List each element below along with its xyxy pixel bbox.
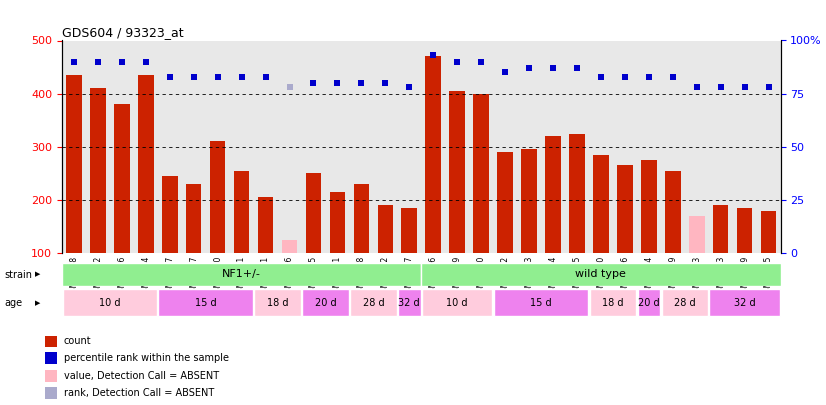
- Text: 15 d: 15 d: [195, 298, 216, 308]
- Bar: [330, 192, 345, 253]
- Bar: [138, 75, 154, 253]
- Bar: [737, 208, 752, 253]
- Bar: [425, 56, 441, 253]
- Text: ▶: ▶: [35, 300, 40, 306]
- Bar: [210, 141, 225, 253]
- Bar: [449, 91, 465, 253]
- Bar: [162, 176, 178, 253]
- Bar: [354, 184, 369, 253]
- Text: 32 d: 32 d: [733, 298, 756, 308]
- Bar: [641, 160, 657, 253]
- Bar: [159, 289, 253, 316]
- Bar: [593, 155, 609, 253]
- Bar: [350, 289, 396, 316]
- Bar: [45, 370, 57, 382]
- Text: ▶: ▶: [35, 272, 40, 277]
- Text: 28 d: 28 d: [363, 298, 384, 308]
- Bar: [90, 88, 106, 253]
- Text: GDS604 / 93323_at: GDS604 / 93323_at: [62, 26, 183, 39]
- Text: 18 d: 18 d: [267, 298, 288, 308]
- Bar: [45, 387, 57, 399]
- Bar: [662, 289, 708, 316]
- Bar: [114, 104, 130, 253]
- Text: 20 d: 20 d: [638, 298, 660, 308]
- Bar: [617, 165, 633, 253]
- Bar: [422, 289, 492, 316]
- Bar: [521, 149, 537, 253]
- Bar: [377, 205, 393, 253]
- Text: NF1+/-: NF1+/-: [222, 269, 261, 279]
- Bar: [398, 289, 420, 316]
- Text: 10 d: 10 d: [446, 298, 468, 308]
- Bar: [569, 134, 585, 253]
- Text: 18 d: 18 d: [602, 298, 624, 308]
- Bar: [421, 263, 781, 286]
- Bar: [545, 136, 561, 253]
- Bar: [689, 216, 705, 253]
- Bar: [473, 94, 489, 253]
- Bar: [282, 240, 297, 253]
- Bar: [254, 289, 301, 316]
- Bar: [63, 289, 157, 316]
- Bar: [590, 289, 636, 316]
- Bar: [66, 75, 82, 253]
- Text: 20 d: 20 d: [315, 298, 336, 308]
- Text: wild type: wild type: [576, 269, 626, 279]
- Bar: [302, 289, 349, 316]
- Text: age: age: [4, 298, 22, 308]
- Bar: [761, 211, 776, 253]
- Bar: [258, 197, 273, 253]
- Bar: [45, 335, 57, 347]
- Text: percentile rank within the sample: percentile rank within the sample: [64, 353, 229, 363]
- Bar: [713, 205, 729, 253]
- Text: 32 d: 32 d: [398, 298, 420, 308]
- Bar: [45, 352, 57, 364]
- Bar: [186, 184, 202, 253]
- Text: rank, Detection Call = ABSENT: rank, Detection Call = ABSENT: [64, 388, 214, 398]
- Bar: [665, 171, 681, 253]
- Bar: [306, 173, 321, 253]
- Text: strain: strain: [4, 270, 32, 279]
- Text: count: count: [64, 336, 91, 346]
- Text: 10 d: 10 d: [99, 298, 121, 308]
- Bar: [638, 289, 660, 316]
- Bar: [401, 208, 417, 253]
- Bar: [62, 263, 421, 286]
- Text: 15 d: 15 d: [530, 298, 552, 308]
- Bar: [234, 171, 249, 253]
- Bar: [497, 152, 513, 253]
- Text: value, Detection Call = ABSENT: value, Detection Call = ABSENT: [64, 371, 219, 381]
- Bar: [710, 289, 780, 316]
- Bar: [494, 289, 588, 316]
- Text: 28 d: 28 d: [674, 298, 695, 308]
